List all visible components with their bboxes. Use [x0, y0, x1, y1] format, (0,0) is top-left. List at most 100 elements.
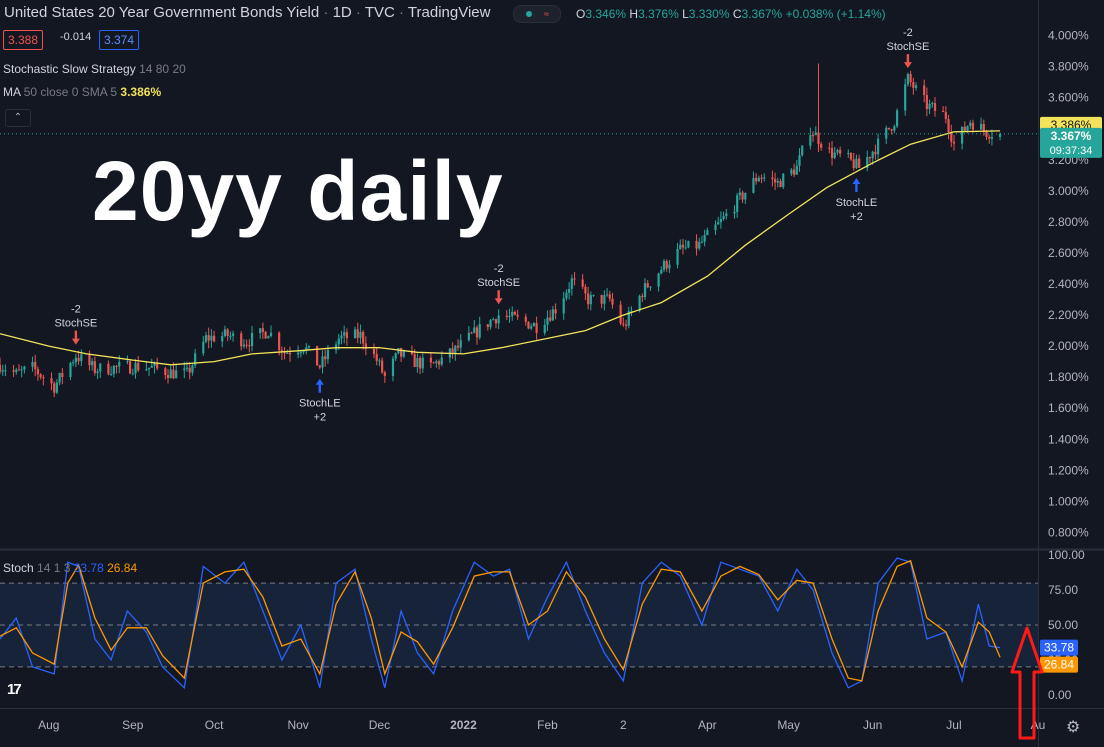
stoch-tick-label: 100.00: [1048, 548, 1085, 562]
candle: [278, 331, 281, 356]
time-tick-label: Apr: [698, 718, 717, 732]
candle: [876, 133, 880, 160]
gear-icon[interactable]: ⚙: [1066, 719, 1081, 736]
signal-name: StochSE: [887, 41, 930, 53]
candle: [131, 368, 134, 376]
candle: [213, 330, 216, 343]
buy-price-box[interactable]: 3.374: [99, 30, 140, 50]
candle: [782, 172, 785, 189]
candle: [375, 347, 378, 366]
signal-qty: +2: [850, 211, 863, 223]
study-strategy-legend[interactable]: Stochastic Slow Strategy 14 80 20: [3, 62, 186, 76]
stoch-d-tag-text: 26.84: [1044, 658, 1074, 672]
stoch-legend[interactable]: Stoch 14 1 3 33.78 26.84: [3, 561, 138, 575]
candle: [662, 258, 666, 273]
candle: [226, 328, 229, 342]
candle: [20, 365, 23, 378]
candle: [608, 290, 611, 302]
candle: [166, 369, 170, 384]
candle: [687, 240, 690, 249]
candle: [795, 159, 798, 175]
candle: [914, 82, 918, 91]
candle: [942, 106, 945, 113]
candle: [801, 145, 804, 157]
candle: [744, 192, 747, 204]
candle: [874, 144, 877, 160]
candle: [283, 347, 286, 360]
low-value: 3.330%: [688, 7, 730, 21]
candle: [641, 293, 644, 303]
candle: [830, 141, 834, 166]
candle: [584, 284, 587, 301]
candle: [774, 172, 777, 191]
candle: [988, 134, 991, 144]
candle: [188, 362, 191, 380]
candle: [305, 343, 308, 355]
candle: [733, 205, 736, 219]
signal-qty: -2: [903, 27, 913, 39]
stoch-k-line: [0, 557, 1001, 690]
long-entry-signal: StochLE +2: [299, 378, 341, 424]
overlay: [1010, 626, 1044, 740]
candle: [53, 381, 56, 398]
candle: [505, 310, 508, 320]
candle: [895, 108, 899, 129]
candle: [722, 211, 725, 221]
time-tick-label: Oct: [205, 718, 224, 732]
candle: [17, 364, 21, 371]
candle: [77, 350, 80, 365]
candle: [432, 361, 435, 364]
candle: [649, 286, 652, 291]
short-entry-signal: -2 StochSE: [477, 263, 520, 305]
candle: [931, 101, 934, 108]
candle: [394, 352, 397, 362]
candle: [790, 167, 793, 176]
series-lines: [0, 130, 1038, 690]
change-value: +0.038% (+1.14%): [785, 7, 886, 21]
stoch-tick-label: 50.00: [1048, 618, 1078, 632]
candle: [36, 366, 40, 381]
candle: [183, 361, 186, 379]
tradingview-logo-icon[interactable]: 17: [7, 681, 22, 698]
study-ma-legend[interactable]: MA 50 close 0 SMA 5 3.386%: [3, 85, 162, 99]
candle: [714, 220, 717, 235]
time-tick-label: Feb: [537, 718, 558, 732]
candle: [630, 306, 633, 317]
candle: [421, 353, 424, 373]
candle: [128, 359, 132, 375]
candle: [391, 356, 395, 382]
market-status-pill[interactable]: ≈: [513, 5, 561, 23]
symbol-title[interactable]: United States 20 Year Government Bonds Y…: [4, 4, 491, 21]
candle: [527, 321, 530, 330]
candle: [72, 359, 75, 367]
candle: [475, 325, 479, 345]
candle: [23, 365, 26, 374]
candle: [776, 177, 779, 188]
candle: [497, 309, 500, 330]
candle: [587, 286, 590, 310]
candle: [820, 141, 823, 151]
interval-label[interactable]: 1D: [332, 4, 352, 21]
candle: [50, 372, 53, 391]
candle: [624, 319, 628, 331]
candle: [858, 154, 861, 168]
candle: [492, 317, 495, 321]
candle: [12, 364, 15, 377]
candle: [963, 121, 966, 132]
candle: [893, 124, 896, 134]
candle: [681, 238, 685, 255]
candle: [839, 146, 842, 158]
price-tick-label: 1.200%: [1048, 463, 1089, 477]
candle: [909, 70, 912, 87]
candle: [706, 227, 709, 236]
candle: [435, 359, 438, 368]
candle: [115, 364, 118, 374]
signal-name: StochLE: [299, 398, 341, 410]
collapse-legend-button[interactable]: ⌃: [5, 109, 31, 127]
candle: [99, 362, 102, 378]
signal-name: StochLE: [836, 197, 878, 209]
sell-price-box[interactable]: 3.388: [3, 30, 44, 50]
ohlc-readout: O3.346% H3.376% L3.330% C3.367% +0.038% …: [576, 7, 886, 21]
